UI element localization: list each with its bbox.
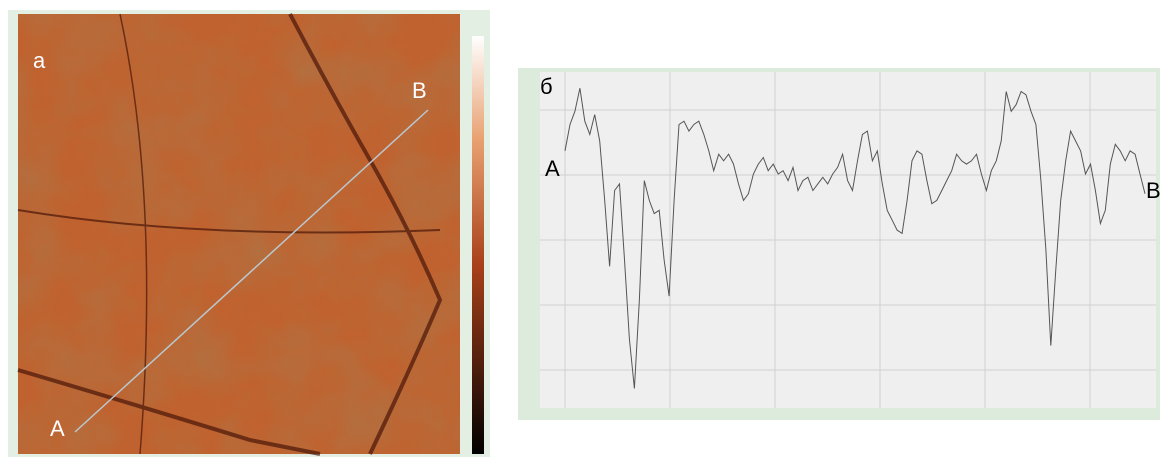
point-label: A: [50, 416, 65, 441]
colorbar: [472, 36, 484, 454]
point-label: B: [1146, 178, 1161, 203]
panel-label: б: [540, 74, 553, 99]
panel-label: a: [33, 48, 46, 73]
profile-curve: [564, 88, 1146, 389]
afm-cracks: [17, 13, 443, 456]
point-label: A: [545, 156, 560, 181]
grid: [540, 72, 1156, 408]
profile-line: [74, 109, 429, 433]
afm-texture: [18, 14, 460, 454]
point-label: B: [412, 78, 427, 103]
